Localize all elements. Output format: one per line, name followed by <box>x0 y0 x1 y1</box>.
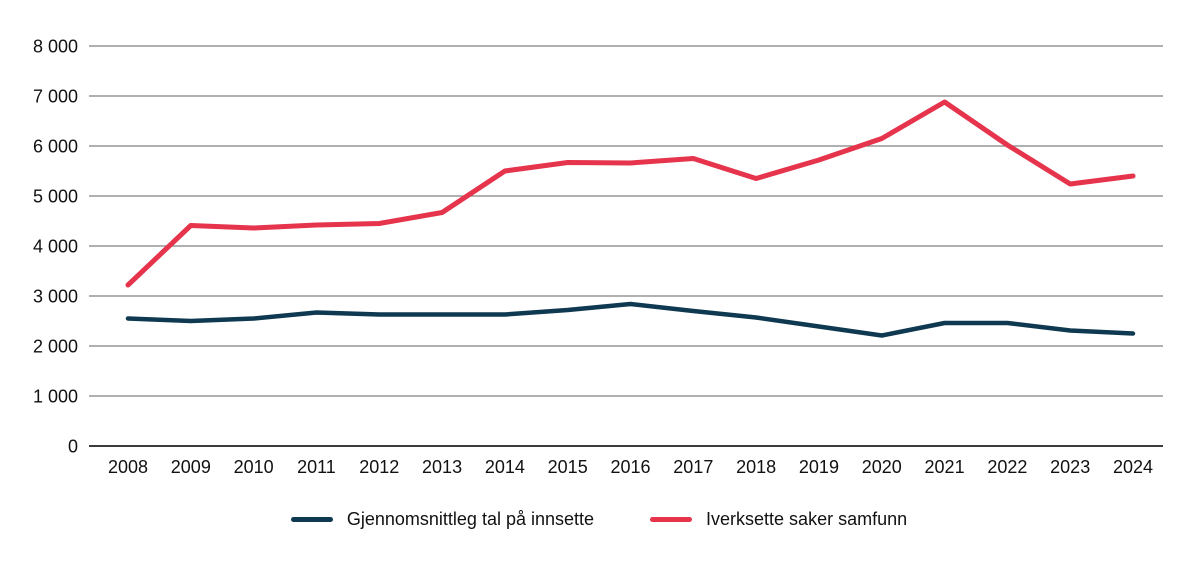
legend-label-innsette: Gjennomsnittleg tal på innsette <box>346 509 595 529</box>
x-tick-label: 2013 <box>422 457 462 477</box>
legend-label-samfunn: Iverksette saker samfunn <box>706 509 908 529</box>
x-tick-label: 2012 <box>359 457 399 477</box>
legend-item-samfunn: Iverksette saker samfunn <box>650 506 907 532</box>
y-tick-label: 8 000 <box>33 37 78 57</box>
x-tick-label: 2014 <box>485 457 525 477</box>
x-tick-label: 2017 <box>673 457 713 477</box>
legend-item-innsette: Gjennomsnittleg tal på innsette <box>290 506 595 532</box>
y-tick-label: 7 000 <box>33 87 78 107</box>
x-tick-label: 2024 <box>1113 457 1153 477</box>
legend-swatch-samfunn-line <box>650 516 693 522</box>
y-tick-label: 3 000 <box>33 287 78 307</box>
x-tick-label: 2018 <box>736 457 776 477</box>
x-tick-label: 2019 <box>799 457 839 477</box>
y-tick-label: 4 000 <box>33 237 78 257</box>
x-tick-label: 2016 <box>610 457 650 477</box>
x-tick-label: 2011 <box>297 457 336 477</box>
chart-legend: Gjennomsnittleg tal på innsette Iverkset… <box>0 506 1198 532</box>
line-chart-svg: 0 1 000 2 000 3 000 4 000 5 000 6 000 7 000 8 00… <box>33 37 1163 477</box>
y-tick-label: 5 000 <box>33 187 78 207</box>
y-tick-label: 6 000 <box>33 137 78 157</box>
x-tick-label: 2023 <box>1050 457 1090 477</box>
y-tick-label: 0 <box>68 437 78 457</box>
x-tick-label: 2020 <box>862 457 902 477</box>
series-line-samfunn <box>125 99 1136 288</box>
y-tick-label: 2 000 <box>33 337 78 357</box>
y-tick-label: 1 000 <box>33 387 78 407</box>
x-tick-label: 2009 <box>171 457 211 477</box>
series-line-innsette <box>125 301 1136 338</box>
x-tick-label: 2008 <box>108 457 148 477</box>
x-tick-label: 2021 <box>925 457 965 477</box>
x-tick-label: 2022 <box>987 457 1027 477</box>
x-tick-label: 2015 <box>548 457 588 477</box>
legend-swatch-innsette-line <box>290 516 333 522</box>
x-tick-label: 2010 <box>234 457 274 477</box>
